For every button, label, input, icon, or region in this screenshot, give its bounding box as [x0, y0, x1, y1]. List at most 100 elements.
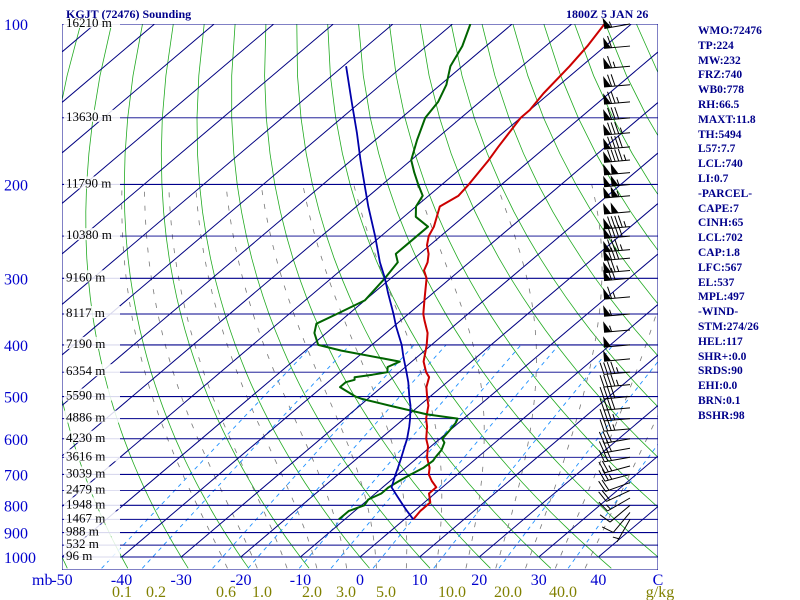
wind-barb	[603, 321, 631, 333]
wind-barb	[599, 386, 631, 400]
wind-barb	[603, 286, 631, 300]
mixing-ratio-tick-label: 0.6	[216, 584, 236, 600]
temperature-tick-label: 20	[471, 572, 487, 589]
stat-item: WB0:778	[698, 84, 744, 97]
stat-item: -PARCEL-	[698, 187, 753, 200]
height-label: 4886 m	[66, 410, 105, 425]
dry-adiabat-line	[791, 24, 800, 568]
height-label: 96 m	[66, 548, 92, 563]
height-label-bg	[64, 482, 120, 495]
wind-barb	[598, 469, 631, 482]
height-label: 1467 m	[66, 510, 105, 525]
wind-barb	[599, 504, 631, 523]
temperature-trace	[412, 24, 606, 521]
temperature-tick-label: -30	[171, 572, 192, 589]
wind-barb	[603, 91, 631, 105]
height-label: 1948 m	[66, 496, 105, 511]
mixing-ratio-line	[330, 344, 522, 569]
isotherm-line	[538, 455, 658, 558]
wind-barb	[602, 17, 631, 30]
wind-barb	[603, 163, 631, 176]
wind-barb	[603, 305, 631, 317]
height-label-bg	[64, 305, 120, 318]
mixing-ratio-tick-label: 3.0	[336, 584, 356, 600]
wind-barb	[598, 460, 631, 474]
moist-adiabats	[121, 184, 658, 569]
height-label-bg	[64, 336, 120, 349]
mixing-ratio-line	[298, 344, 493, 569]
height-label-bg	[64, 364, 120, 377]
wind-barb	[599, 361, 631, 375]
dry-adiabat-line	[450, 24, 658, 408]
isotherm-line	[62, 24, 334, 255]
height-label: 988 m	[66, 524, 99, 539]
stat-item: LCL:740	[698, 158, 743, 171]
stat-item: LCL:702	[698, 232, 743, 245]
moist-adiabat-line	[225, 184, 348, 569]
height-label-bg	[64, 16, 120, 28]
wind-barb	[603, 259, 631, 274]
stat-item: WMO:72476	[698, 25, 762, 37]
pressure-tick-label: 200	[4, 177, 28, 194]
wind-barb	[599, 374, 631, 388]
isotherm-line	[359, 303, 658, 558]
height-label-bg	[64, 449, 120, 462]
pressure-tick-label: 100	[4, 17, 28, 34]
wind-barb	[603, 238, 631, 253]
height-label: 532 m	[66, 536, 99, 551]
isotherms	[62, 24, 658, 558]
wind-barb	[603, 148, 631, 163]
height-label-bg	[64, 388, 120, 401]
pressure-tick-label: 1000	[4, 550, 36, 567]
wind-barb	[598, 497, 631, 512]
wind-barb	[603, 175, 631, 188]
isotherm-line	[62, 24, 275, 205]
stat-item: STM:274/26	[698, 320, 759, 333]
isotherm-line	[419, 354, 658, 558]
wind-barb	[603, 55, 631, 69]
wind-barb	[612, 519, 631, 543]
isotherm-line	[180, 152, 658, 558]
isotherm-line	[62, 24, 394, 306]
height-label: 10380 m	[66, 227, 112, 242]
temperature-tick-label: C	[653, 572, 664, 589]
height-label: 13630 m	[66, 109, 112, 124]
isotherm-line	[62, 24, 573, 457]
wind-barb	[603, 186, 631, 199]
mixing-ratio-line	[212, 344, 415, 569]
stat-item: LFC:567	[698, 261, 743, 274]
stat-item: FRZ:740	[698, 69, 743, 82]
stat-item: TH:5494	[698, 128, 742, 141]
isotherm-line	[62, 51, 658, 558]
temperature-tick-label: -50	[51, 572, 72, 589]
stat-item: CAPE:7	[698, 202, 739, 215]
mixing-ratio-line	[498, 360, 658, 569]
wind-barb	[603, 121, 631, 136]
mixing-ratio-line	[141, 344, 351, 569]
stat-item: MPL:497	[698, 291, 745, 304]
dry-adiabat-line	[543, 24, 658, 252]
height-label-bg	[64, 410, 120, 423]
isotherm-line	[240, 202, 658, 558]
stat-item: BSHR:98	[698, 409, 745, 422]
pressure-tick-label: 500	[4, 390, 28, 407]
mixing-ratio-tick-label: 20.0	[494, 584, 522, 600]
dewpoint-trace	[313, 24, 472, 521]
wind-barbs	[598, 17, 631, 543]
temperature-tick-label: 0	[356, 572, 364, 589]
mixing-ratio-lines	[101, 344, 658, 569]
plot-frame	[62, 24, 658, 570]
mixing-ratio-tick-label: 2.0	[302, 584, 322, 600]
wind-barb	[598, 430, 631, 444]
moist-adiabat-line	[554, 307, 658, 569]
stats-panel: WMO:72476 TP:224 MW:232 FRZ:740 WB0:778 RH:66…	[698, 24, 762, 424]
height-label-bg	[64, 228, 120, 241]
pressure-tick-label: 600	[4, 432, 28, 449]
wind-barb	[603, 215, 631, 230]
height-label: 4230 m	[66, 430, 105, 445]
chart-title: KGJT (72476) Sounding	[66, 7, 192, 21]
mixing-ratio-tick-label: 0.1	[112, 584, 132, 600]
height-label-bg	[64, 524, 120, 537]
isotherm-line	[62, 24, 513, 407]
wind-barb	[599, 408, 631, 422]
